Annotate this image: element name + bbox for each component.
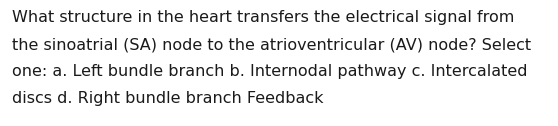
Text: the sinoatrial (SA) node to the atrioventricular (AV) node? Select: the sinoatrial (SA) node to the atrioven… <box>12 37 531 52</box>
Text: discs d. Right bundle branch Feedback: discs d. Right bundle branch Feedback <box>12 91 324 106</box>
Text: What structure in the heart transfers the electrical signal from: What structure in the heart transfers th… <box>12 10 514 25</box>
Text: one: a. Left bundle branch b. Internodal pathway c. Intercalated: one: a. Left bundle branch b. Internodal… <box>12 64 527 79</box>
